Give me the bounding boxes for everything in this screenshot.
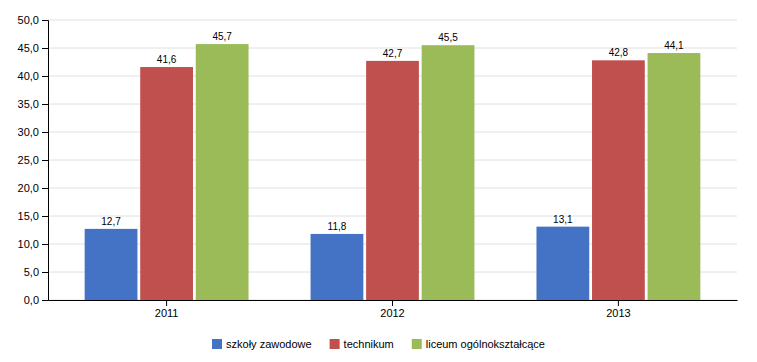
x-tick-mark: [392, 300, 393, 306]
bar: [311, 234, 364, 300]
data-label: 42,8: [609, 47, 629, 58]
legend-label: liceum ogólnokształcące: [426, 338, 545, 350]
y-tick-mark: [42, 216, 48, 217]
bars: [85, 44, 701, 300]
bar: [422, 45, 475, 300]
y-tick: 35,0: [18, 98, 48, 110]
y-tick: 10,0: [18, 238, 48, 250]
bar: [592, 60, 645, 300]
bar: [648, 53, 701, 300]
y-tick-label: 15,0: [18, 210, 39, 222]
y-tick-mark: [42, 76, 48, 77]
y-tick: 15,0: [18, 210, 48, 222]
chart: 0,0 5,0 10,0 15,0 20,0 25,0 30,0 35,0 40,0 45,0 50…: [0, 0, 757, 362]
y-tick: 30,0: [18, 126, 48, 138]
y-tick: 5,0: [24, 266, 48, 278]
legend-label: szkoły zawodowe: [226, 338, 312, 350]
x-tick-label: 2011: [155, 307, 179, 319]
data-label: 11,8: [328, 221, 347, 232]
data-label: 12,7: [101, 216, 121, 227]
bar: [140, 67, 193, 300]
x-tick-mark: [166, 300, 167, 306]
y-axis: 0,0 5,0 10,0 15,0 20,0 25,0 30,0 35,0 40,0 45,0 50…: [18, 14, 49, 306]
y-tick-mark: [42, 132, 48, 133]
y-tick-mark: [42, 188, 48, 189]
y-tick: 50,0: [18, 14, 48, 26]
x-tick: 2012: [380, 300, 404, 319]
legend-item: szkoły zawodowe: [212, 338, 312, 350]
legend-item: liceum ogólnokształcące: [412, 338, 545, 350]
data-label: 13,1: [553, 214, 573, 225]
y-tick-mark: [42, 300, 48, 301]
y-tick-mark: [42, 272, 48, 273]
y-tick-mark: [42, 244, 48, 245]
legend-swatch: [412, 339, 422, 349]
data-label: 42,7: [383, 48, 403, 59]
x-tick-label: 2013: [606, 307, 630, 319]
y-tick-label: 0,0: [24, 294, 39, 306]
y-tick-mark: [42, 48, 48, 49]
axis-line: [42, 21, 49, 301]
bar-series: [196, 44, 701, 300]
y-tick-label: 20,0: [18, 182, 39, 194]
y-tick-label: 50,0: [18, 14, 39, 26]
bar: [196, 44, 249, 300]
y-tick-mark: [42, 20, 48, 21]
y-tick-mark: [42, 160, 48, 161]
y-tick: 45,0: [18, 42, 48, 54]
data-label: 44,1: [664, 40, 684, 51]
data-label: 45,5: [438, 32, 458, 43]
data-labels: 12,7 11,8 13,1 41,6 42,7 42,8 45,7 45,5 44,1: [101, 31, 684, 232]
y-tick: 40,0: [18, 70, 48, 82]
legend-swatch: [212, 339, 222, 349]
bar: [85, 229, 138, 300]
plot: 0,0 5,0 10,0 15,0 20,0 25,0 30,0 35,0 40,0 45,0 50…: [18, 14, 738, 319]
y-tick-label: 35,0: [18, 98, 39, 110]
y-tick-label: 30,0: [18, 126, 39, 138]
y-tick-label: 25,0: [18, 154, 39, 166]
y-tick-label: 45,0: [18, 42, 39, 54]
y-tick-label: 40,0: [18, 70, 39, 82]
y-tick-label: 10,0: [18, 238, 39, 250]
y-tick-mark: [42, 104, 48, 105]
y-tick: 25,0: [18, 154, 48, 166]
y-tick: 20,0: [18, 182, 48, 194]
bar: [366, 61, 419, 300]
y-tick-label: 5,0: [24, 266, 39, 278]
y-tick: 0,0: [24, 294, 48, 306]
legend-label: technikum: [344, 338, 394, 350]
bar: [536, 227, 589, 300]
data-label: 41,6: [157, 54, 177, 65]
x-tick: 2011: [155, 300, 179, 319]
legend-swatch: [330, 339, 340, 349]
grid-line: [48, 20, 737, 21]
x-tick-mark: [618, 300, 619, 306]
data-label: 45,7: [212, 31, 232, 42]
legend: szkoły zawodowe technikum liceum ogólnoksz…: [212, 338, 545, 350]
x-tick: 2013: [606, 300, 630, 319]
x-axis: 2011 2012 2013: [49, 300, 738, 319]
legend-item: technikum: [330, 338, 394, 350]
grid: [48, 20, 737, 300]
x-tick-label: 2012: [380, 307, 404, 319]
